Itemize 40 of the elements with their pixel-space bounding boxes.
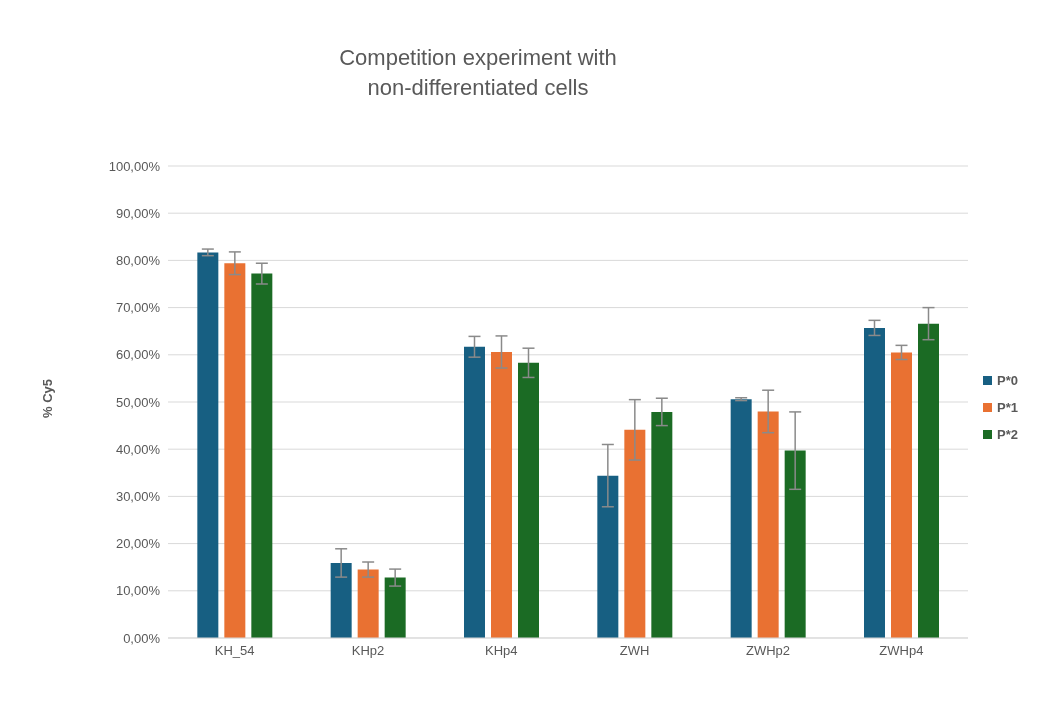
chart-title: Competition experiment with non-differentiated cells <box>338 44 618 102</box>
y-tick-label: 80,00% <box>115 253 161 269</box>
bar <box>518 362 539 638</box>
bar <box>384 577 406 638</box>
y-tick-label: 30,00% <box>115 489 161 505</box>
y-tick-label: 0,00% <box>123 630 161 646</box>
bar <box>651 411 673 638</box>
bar <box>357 569 379 638</box>
bar <box>624 429 646 638</box>
bar <box>251 273 273 638</box>
y-tick-label: 10,00% <box>115 583 161 599</box>
bar <box>597 475 619 638</box>
y-tick-label: 100,00% <box>108 158 161 174</box>
bar <box>918 323 939 638</box>
x-tick-label: ZWHp4 <box>879 643 924 659</box>
bar <box>224 263 246 638</box>
y-tick-label: 40,00% <box>115 441 161 457</box>
bar <box>891 352 912 638</box>
x-tick-label: ZWH <box>619 643 650 659</box>
legend-label: P*2 <box>997 427 1018 442</box>
x-tick-label: KHp2 <box>351 643 385 659</box>
y-tick-label: 20,00% <box>115 536 161 552</box>
y-axis-title: % Cy5 <box>40 378 56 418</box>
bar <box>864 327 885 638</box>
y-tick-label: 50,00% <box>115 394 161 410</box>
legend-label: P*0 <box>997 373 1018 388</box>
bar <box>757 411 779 638</box>
bar <box>491 351 512 638</box>
bar <box>197 252 219 638</box>
x-tick-label: ZWHp2 <box>745 643 791 659</box>
bar <box>730 399 752 638</box>
y-tick-label: 70,00% <box>115 300 161 316</box>
x-tick-label: KHp4 <box>485 643 518 659</box>
y-tick-label: 90,00% <box>115 205 161 221</box>
bar <box>784 450 806 638</box>
x-tick-label: KH_54 <box>214 643 255 659</box>
bar <box>330 562 352 638</box>
legend-label: P*1 <box>997 400 1018 415</box>
y-tick-label: 60,00% <box>115 347 161 363</box>
bar <box>464 346 485 638</box>
